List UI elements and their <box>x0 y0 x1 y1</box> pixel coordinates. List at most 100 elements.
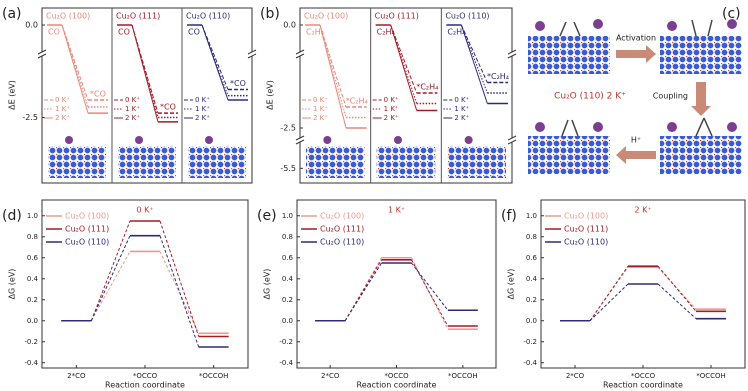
panel-label: (e) <box>257 208 277 224</box>
k-atom <box>394 136 402 144</box>
axis-break <box>247 49 257 55</box>
connector <box>411 259 449 327</box>
k-atom <box>205 136 213 144</box>
y-tick-label: 0.6 <box>282 254 294 262</box>
schematic: (c) Activation Coupling H⁺ Cu₂O (110) 2 … <box>528 6 742 174</box>
y-tick-label: 0.8 <box>526 233 537 241</box>
k-atom <box>464 136 473 144</box>
legend-label: 2 K⁺ <box>313 114 328 122</box>
step-label: Coupling <box>653 92 688 101</box>
bond <box>707 19 713 37</box>
column-header: Cu₂O (100) <box>304 12 348 21</box>
legend-label: 2 K⁺ <box>454 114 469 122</box>
step-label: H⁺ <box>631 136 641 145</box>
connector <box>460 24 488 104</box>
y-tick-label: 0.2 <box>282 296 293 304</box>
axis-break-gap <box>248 52 256 56</box>
y-axis-label: ΔE (eV) <box>8 80 17 110</box>
start-label: CO <box>118 28 130 37</box>
legend-label: 0 K⁺ <box>195 96 210 104</box>
connector <box>159 220 200 337</box>
k-atom <box>135 136 143 144</box>
legend-label: 1 K⁺ <box>454 105 469 113</box>
legend-label: 1 K⁺ <box>313 105 328 113</box>
axis-break <box>507 139 517 145</box>
x-tick-label: *OCCO <box>133 372 158 380</box>
slab <box>528 136 610 174</box>
panel-label: (a) <box>2 6 22 22</box>
k-atom <box>65 136 73 144</box>
y-tick-label: 0.8 <box>282 233 293 241</box>
legend-label: Cu₂O (100) <box>320 212 364 221</box>
x-axis-label: Reaction coordinate <box>105 381 185 390</box>
x-tick-label: 2*CO <box>67 372 86 380</box>
axis-break-gap <box>508 52 516 56</box>
legend-label: Cu₂O (100) <box>564 212 608 221</box>
connector <box>319 24 347 108</box>
legend-label: 1 K⁺ <box>384 105 399 113</box>
end-label: *C₂H₄ <box>487 72 509 81</box>
axis-break <box>295 139 305 145</box>
legend-label: Cu₂O (100) <box>65 212 109 221</box>
bond <box>559 21 567 37</box>
connector <box>201 24 229 90</box>
end-label: *C₂H₄ <box>346 97 368 106</box>
slab <box>660 136 742 174</box>
y-tick-label: 0.2 <box>526 296 537 304</box>
connector <box>61 24 89 101</box>
connector <box>201 24 229 101</box>
connector <box>319 24 347 129</box>
k-atom <box>727 122 737 132</box>
connector <box>90 251 131 321</box>
legend-label: 1 K⁺ <box>55 105 70 113</box>
axis-break-gap <box>296 52 304 56</box>
start-label: C₂H₄ <box>377 28 395 37</box>
x-axis-label: Reaction coordinate <box>603 381 683 390</box>
y-tick-label: -2.5 <box>22 113 38 122</box>
plot-frame <box>41 7 253 184</box>
start-label: C₂H₄ <box>447 28 465 37</box>
axis-break <box>295 49 305 55</box>
connector <box>131 24 159 123</box>
schematic-title: Cu₂O (110) 2 K⁺ <box>554 92 626 102</box>
bond <box>573 21 581 37</box>
y-tick-label: -0.4 <box>523 359 537 367</box>
arrow <box>691 82 711 116</box>
y-tick-label: 0.4 <box>282 275 294 283</box>
y-tick-label: -0.2 <box>279 338 293 346</box>
legend-label: 0 K⁺ <box>313 96 328 104</box>
arrow <box>616 146 656 164</box>
connector <box>61 24 89 114</box>
legend-label: 2 K⁺ <box>384 114 399 122</box>
connector <box>657 283 697 320</box>
start-label: C₂H₄ <box>306 28 324 37</box>
legend-label: 0 K⁺ <box>55 96 70 104</box>
connector <box>657 266 697 310</box>
connector <box>390 24 418 94</box>
legend-label: Cu₂O (111) <box>65 225 109 234</box>
legend-label: Cu₂O (111) <box>564 225 608 234</box>
axis-break-gap <box>508 138 516 142</box>
connector <box>411 257 449 330</box>
x-tick-label: 2*CO <box>566 372 585 380</box>
x-axis-label: Reaction coordinate <box>357 381 437 390</box>
y-axis-label: ΔE (eV) <box>266 80 275 110</box>
y-tick-label: 0.4 <box>526 275 538 283</box>
connector <box>344 262 382 322</box>
x-tick-label: 2*CO <box>321 372 340 380</box>
column-header: Cu₂O (110) <box>445 12 489 21</box>
arrow <box>616 45 656 63</box>
axis-break <box>295 53 305 59</box>
column-header: Cu₂O (110) <box>186 12 230 21</box>
legend-label: 2 K⁺ <box>55 114 70 122</box>
y-tick-label: 0.2 <box>27 296 38 304</box>
k-atom <box>593 122 603 132</box>
y-tick-label: 0.0 <box>27 317 38 325</box>
bond <box>561 119 569 137</box>
x-tick-label: *OCCOH <box>696 372 726 380</box>
panel-label: (f) <box>501 208 517 224</box>
x-tick-label: *OCCOH <box>199 372 229 380</box>
y-tick-label: 0.0 <box>283 21 296 30</box>
axis-break <box>507 135 517 141</box>
k-atom <box>667 21 677 31</box>
